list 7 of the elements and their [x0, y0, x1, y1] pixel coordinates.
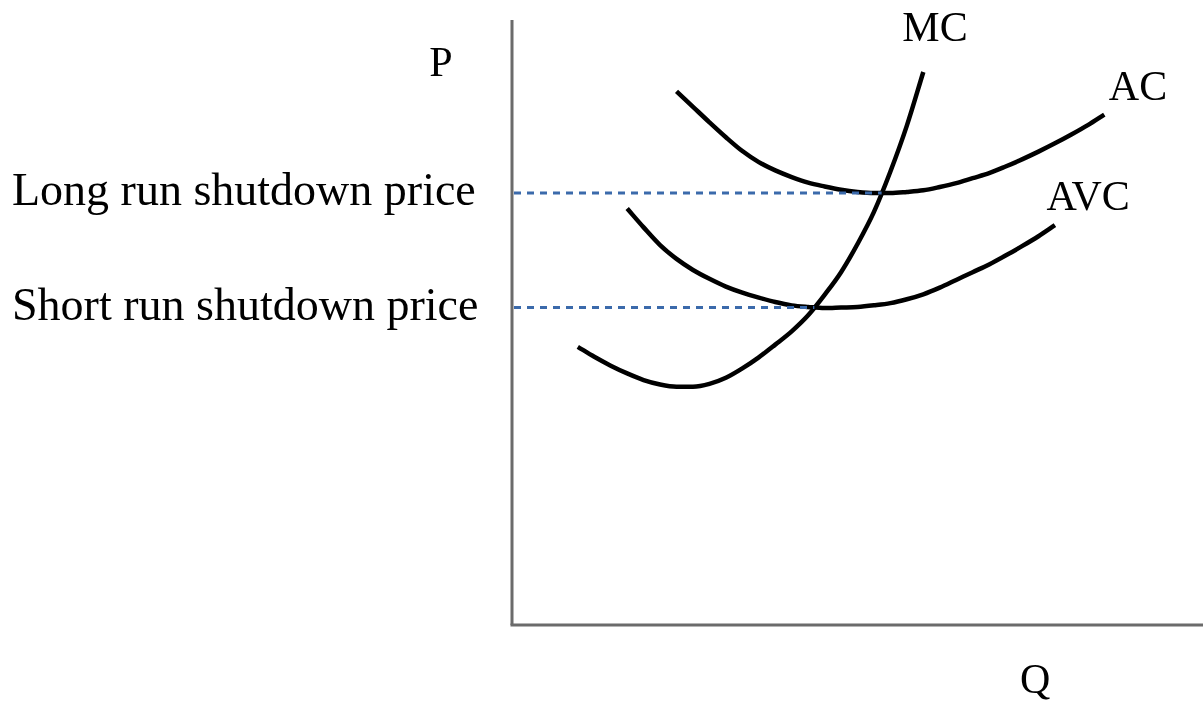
series-label: AVC — [1046, 172, 1130, 219]
x-axis-title: Q — [1019, 656, 1051, 702]
series-label: AC — [1108, 63, 1168, 110]
ref-line-label: Short run shutdown price — [12, 278, 479, 330]
y-axis-title: P — [429, 39, 453, 86]
ref-line-label: Long run shutdown price — [12, 164, 476, 216]
series-label: MC — [902, 3, 968, 50]
